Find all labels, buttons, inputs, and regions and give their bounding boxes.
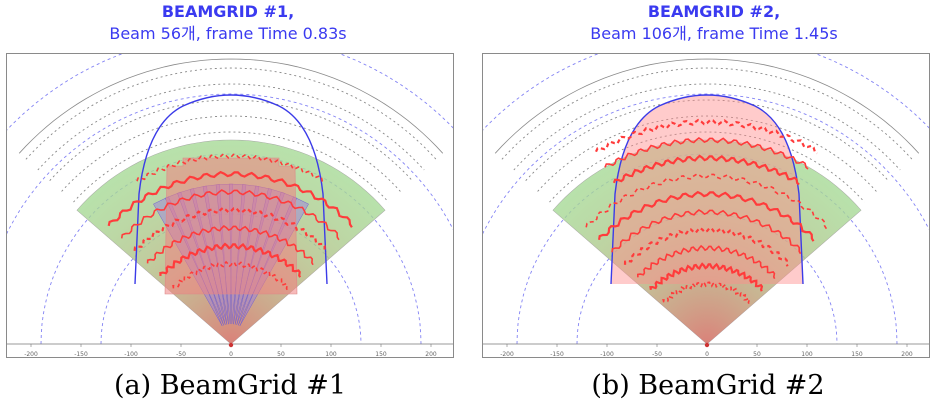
sensor-arc-2	[525, 99, 889, 182]
x-tick-label-6: 100	[325, 351, 337, 358]
field-line-2	[146, 224, 314, 266]
sensor-arc-1	[61, 115, 401, 192]
field-line-9	[594, 118, 818, 155]
panel2-title: BEAMGRID #2,	[647, 2, 781, 21]
x-tick-label-3: -50	[652, 351, 662, 358]
field-line-2	[636, 244, 776, 280]
sensor-arc-2	[49, 99, 413, 182]
panel2-plot: -200 -150 -100 -50 0 50 100 150 200	[483, 54, 929, 358]
x-tick-label-4: 0	[229, 351, 233, 358]
outer-boundary-arc	[494, 58, 920, 154]
sensor-arc-1	[537, 115, 877, 192]
sensor-arc-4	[501, 67, 913, 160]
panel2-figure: -200 -150 -100 -50 0 50 100 150 200	[482, 53, 930, 358]
x-tick-label-8: 200	[901, 351, 913, 358]
field-line-3	[623, 226, 789, 267]
panel2-caption: (b) BeamGrid #2	[591, 370, 825, 401]
x-tick-label-8: 200	[425, 351, 437, 358]
panel1-title: BEAMGRID #1,	[161, 2, 295, 21]
field-line-0	[662, 280, 751, 304]
field-line-4	[611, 209, 802, 255]
field-line-4	[120, 189, 340, 241]
outer-boundary-arc	[18, 58, 444, 154]
field-line-6	[585, 173, 828, 230]
beam-envelope	[610, 94, 804, 285]
field-line-8	[604, 137, 809, 170]
field-block	[164, 157, 298, 295]
coverage-gradient	[553, 140, 861, 344]
x-tick-label-2: -100	[600, 351, 614, 358]
field-line-7	[612, 154, 800, 186]
sensor-arc-4	[25, 67, 437, 160]
x-tick-label-1: -150	[74, 351, 88, 358]
x-tick-label-7: 150	[851, 351, 863, 358]
x-tick-label-6: 100	[801, 351, 813, 358]
panel1-figure: -200 -150 -100 -50 0 50 100 150 200	[6, 53, 454, 358]
panel2-subtitle: Beam 106개, frame Time 1.45s	[590, 24, 838, 43]
x-tick-label-7: 150	[375, 351, 387, 358]
sensor-arc-0	[73, 131, 389, 203]
field-line-5	[107, 170, 353, 228]
panel1-heading: BEAMGRID #1, Beam 56개, frame Time 0.83s	[33, 1, 423, 45]
panel2-heading: BEAMGRID #2, Beam 106개, frame Time 1.45s	[519, 1, 909, 45]
origin-marker	[228, 342, 234, 348]
x-tick-label-2: -100	[124, 351, 138, 358]
panel1-caption: (a) BeamGrid #1	[113, 370, 347, 401]
x-tick-label-5: 50	[277, 351, 285, 358]
x-tick-label-5: 50	[753, 351, 761, 358]
x-tick-label-1: -150	[550, 351, 564, 358]
x-tick-label-0: -200	[24, 351, 38, 358]
field-line-1	[159, 242, 302, 278]
range-arc-2	[7, 93, 453, 235]
x-tick-label-0: -200	[500, 351, 514, 358]
sensor-arc-0	[549, 131, 865, 203]
x-tick-label-4: 0	[705, 351, 709, 358]
field-line-5	[598, 190, 815, 242]
field-line-3	[133, 206, 327, 253]
field-line-1	[649, 262, 764, 292]
panel1-subtitle: Beam 56개, frame Time 0.83s	[109, 24, 347, 43]
field-line-0	[172, 260, 289, 291]
panel1-plot: -200 -150 -100 -50 0 50 100 150 200	[7, 54, 453, 358]
x-tick-label-3: -50	[176, 351, 186, 358]
beam-envelope	[134, 94, 328, 285]
range-arc-2	[483, 93, 929, 235]
origin-marker	[704, 342, 710, 348]
